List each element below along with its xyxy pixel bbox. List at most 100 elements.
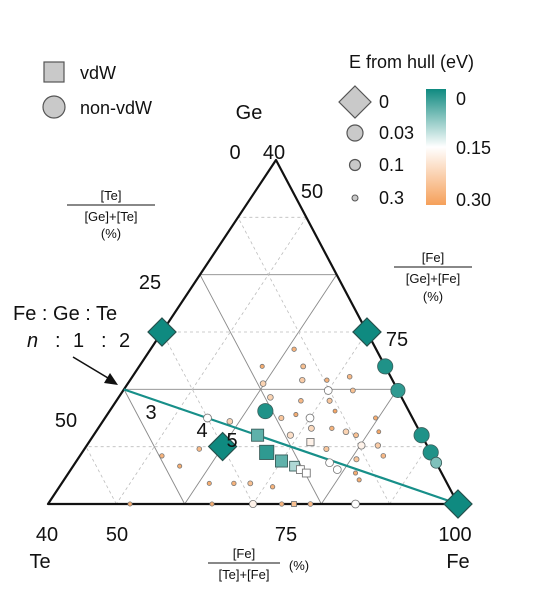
annotation-arrow [72,356,114,382]
legend-size-03-symbol [351,194,359,202]
data-point-circle [349,387,356,394]
fe-n-ge-te2-series-line [123,388,459,506]
data-point-square [259,444,275,460]
series-line-layer [123,388,459,506]
data-point-circle [279,501,285,507]
data-point-circle [291,346,297,352]
data-point-circle [298,398,304,404]
vertex-label-fe: Fe [446,551,469,573]
data-point-circle [226,418,234,425]
series-n-label: 5 [226,430,237,452]
data-point-circle [299,377,306,384]
data-point-circle [231,480,237,486]
stoichiometry-sep: : [101,330,107,352]
data-point-square [275,454,288,468]
legend-size-label: 0.03 [379,123,414,143]
data-point-circle [377,358,394,375]
fe-right-tick-label: 50 [301,181,323,203]
legend-size-01-symbol [348,158,362,172]
series-n-label: 4 [196,420,207,442]
data-point-circle [374,442,382,449]
grid-line [389,446,429,505]
data-point-square [291,501,297,507]
corner-value-right: 100 [438,524,471,546]
data-point-square [251,428,265,442]
data-point-circle [390,382,406,398]
data-point-circle [259,380,267,387]
data-point-circle [346,373,353,380]
data-point-circle [323,386,333,395]
data-point-circle [286,431,294,439]
legend-size-label: 0.1 [379,155,404,175]
data-point-circle [353,432,359,439]
svg-text:(%): (%) [423,289,443,304]
data-points [127,317,473,519]
legend-square-symbol [43,61,65,83]
data-point-circle [196,446,203,452]
series-n-label: 3 [145,402,156,424]
data-point-circle [325,458,334,468]
data-point-square [301,468,311,478]
data-point-circle [267,394,274,401]
svg-text:(%): (%) [289,558,309,573]
data-point-circle [307,424,315,432]
legend-hull-energy: E from hull (eV) 0 0.03 0.1 0.3 0 0.15 0… [338,52,491,210]
data-point-circle [269,484,276,490]
axis-label-te: [Te] [Ge]+[Te] (%) [67,188,155,241]
data-point-circle [422,444,439,461]
te-tick-label: 50 [55,410,77,432]
svg-text:[Ge]+[Te]: [Ge]+[Te] [84,209,137,224]
legend-structure-type: vdW non-vdW [42,61,152,119]
legend-size-003-symbol [346,124,364,142]
svg-text:[Fe]: [Fe] [233,546,255,561]
data-point-circle [332,465,342,474]
grid-line [123,389,186,505]
data-point-circle [351,499,360,509]
stoichiometry-ge: 1 [73,330,84,352]
legend-size-0-symbol [338,85,372,119]
vertex-label-ge: Ge [236,102,263,124]
fe-bottom-tick-label: 75 [275,524,297,546]
legend-size-label: 0.3 [379,188,404,208]
corner-value-left: 40 [36,524,58,546]
svg-text:[Ge]+[Fe]: [Ge]+[Fe] [406,271,461,286]
data-point-circle [203,413,212,423]
axis-label-fe-right: [Fe] [Ge]+[Fe] (%) [394,250,472,304]
data-point-circle [257,403,274,420]
ternary-grid [85,216,429,505]
data-point-square [306,438,315,447]
vertex-label-te: Te [29,551,50,573]
annotation-arrowhead [104,373,118,385]
grid-line [237,217,391,505]
data-point-circle [209,501,215,507]
legend-circle-symbol [42,95,66,119]
data-point-circle [293,412,299,418]
data-point-diamond [147,317,177,347]
data-point-circle [278,414,285,422]
data-point-circle [353,470,359,476]
legend-label-non-vdw: non-vdW [80,98,152,118]
svg-text:(%): (%) [101,226,121,241]
data-point-circle [159,453,165,459]
data-point-circle [380,453,387,459]
data-point-circle [373,415,379,421]
data-point-circle [259,363,265,369]
data-point-circle [332,408,338,414]
colorbar-tick-label: 0.15 [456,138,491,158]
grid-line [85,446,117,505]
svg-text:[Te]: [Te] [101,188,122,203]
data-point-circle [342,428,350,436]
stoichiometry-header: Fe : Ge : Te [13,303,117,325]
data-point-circle [376,429,382,435]
legend-label-vdw: vdW [80,63,116,83]
svg-text:[Te]+[Fe]: [Te]+[Fe] [219,567,270,582]
data-point-circle [353,456,360,463]
stoichiometry-annotation: Fe : Ge : Te n : 1 : 2 [13,303,130,385]
data-point-circle [324,377,330,383]
data-point-circle [247,480,254,487]
data-point-circle [307,501,314,507]
data-point-circle [206,480,212,486]
axis-label-fe-bottom: [Fe] [Te]+[Fe] (%) [208,546,309,582]
data-point-circle [326,397,333,404]
colorbar-tick-label: 0 [456,89,466,109]
